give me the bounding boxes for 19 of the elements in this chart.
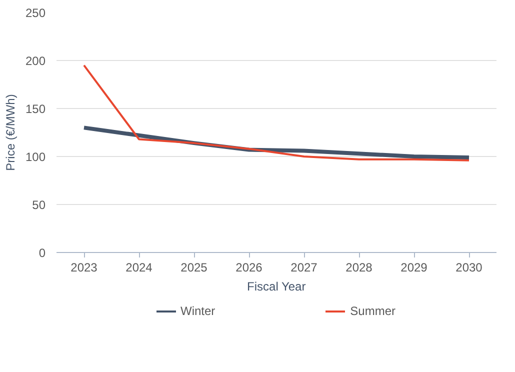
- x-axis-title: Fiscal Year: [247, 280, 306, 294]
- x-tick-label: 2030: [456, 260, 483, 274]
- x-tick-label: 2023: [70, 260, 98, 274]
- y-tick-label: 200: [25, 54, 46, 68]
- y-tick-label: 50: [32, 198, 46, 212]
- legend-label: Winter: [180, 304, 216, 318]
- line-series: [83, 64, 470, 162]
- x-tick-label: 2026: [236, 260, 263, 274]
- y-tick-label: 100: [25, 150, 46, 164]
- y-tick-label: 250: [25, 6, 46, 20]
- x-tick-label: 2027: [290, 260, 318, 274]
- x-tick-label: 2028: [346, 260, 373, 274]
- x-tick-label: 2025: [180, 260, 208, 274]
- x-tick-label: 2024: [126, 260, 153, 274]
- x-tick-label: 2029: [400, 260, 428, 274]
- y-tick-label: 0: [38, 246, 46, 260]
- y-axis-title: Price (€/MWh): [3, 94, 18, 171]
- legend-label: Summer: [350, 304, 396, 318]
- y-tick-label: 150: [25, 102, 46, 116]
